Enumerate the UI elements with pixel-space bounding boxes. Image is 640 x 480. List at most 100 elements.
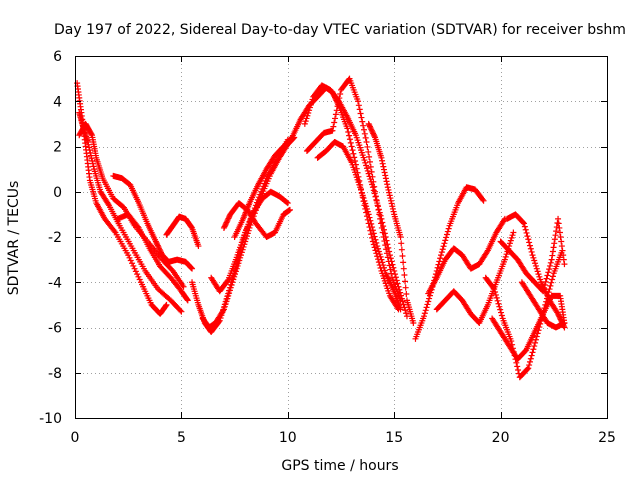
data-point bbox=[480, 197, 487, 204]
data-point bbox=[528, 248, 535, 255]
data-point bbox=[532, 260, 539, 267]
data-point bbox=[366, 122, 373, 129]
data-point bbox=[302, 118, 309, 125]
data-point bbox=[220, 306, 227, 313]
data-point bbox=[491, 286, 498, 293]
data-point bbox=[402, 284, 409, 291]
data-point bbox=[510, 229, 517, 236]
data-point bbox=[366, 158, 373, 165]
data-point bbox=[382, 242, 389, 249]
data-point bbox=[410, 319, 417, 326]
data-point bbox=[555, 215, 562, 222]
data-point bbox=[502, 253, 509, 260]
data-point bbox=[154, 242, 161, 249]
data-point bbox=[529, 349, 536, 356]
data-point bbox=[369, 227, 376, 234]
data-point bbox=[360, 126, 367, 133]
data-point bbox=[526, 358, 533, 365]
data-point bbox=[438, 249, 445, 256]
data-point bbox=[373, 239, 380, 246]
data-point bbox=[369, 129, 376, 136]
data-point bbox=[514, 363, 521, 370]
data-point bbox=[378, 220, 385, 227]
data-point bbox=[334, 103, 341, 110]
data-point bbox=[402, 278, 409, 285]
y-tick-label: 6 bbox=[53, 49, 62, 65]
data-point bbox=[545, 269, 552, 276]
series-sat-11 bbox=[231, 134, 296, 240]
data-point bbox=[231, 273, 238, 280]
data-point bbox=[127, 257, 134, 264]
data-point bbox=[134, 271, 141, 278]
data-point bbox=[556, 224, 563, 231]
data-point bbox=[369, 173, 376, 180]
data-point bbox=[389, 261, 396, 268]
series-sat-22 bbox=[497, 215, 568, 295]
ticks: 0 5 10 15 20 25 -10 -8 -6 -4 -2 0 2 4 6 bbox=[39, 49, 616, 446]
data-point bbox=[528, 352, 535, 359]
data-point bbox=[227, 284, 234, 291]
data-point bbox=[555, 220, 562, 227]
data-point bbox=[380, 163, 387, 170]
data-point bbox=[556, 313, 563, 320]
data-point bbox=[546, 286, 553, 293]
data-point bbox=[532, 262, 539, 269]
data-point bbox=[421, 310, 428, 317]
data-point bbox=[527, 245, 534, 252]
data-point bbox=[399, 253, 406, 260]
data-point bbox=[531, 343, 538, 350]
data-point bbox=[555, 312, 562, 319]
series-sat-19 bbox=[433, 229, 517, 326]
data-point bbox=[400, 259, 407, 266]
data-point bbox=[184, 296, 191, 303]
data-point bbox=[420, 313, 427, 320]
data-point bbox=[333, 107, 340, 114]
data-point bbox=[537, 276, 544, 283]
data-point bbox=[508, 234, 515, 241]
data-point bbox=[389, 203, 396, 210]
data-point bbox=[236, 257, 243, 264]
data-point bbox=[225, 215, 232, 222]
data-point bbox=[369, 224, 376, 231]
data-point bbox=[440, 243, 447, 250]
data-point bbox=[560, 252, 567, 259]
data-point bbox=[230, 276, 237, 283]
data-point bbox=[548, 279, 555, 286]
data-point bbox=[306, 107, 313, 114]
x-tick-label: 15 bbox=[385, 430, 403, 446]
data-point bbox=[155, 243, 162, 250]
data-point bbox=[381, 267, 388, 274]
data-point bbox=[152, 238, 159, 245]
data-point bbox=[379, 157, 386, 164]
data-point bbox=[387, 255, 394, 262]
data-point bbox=[400, 265, 407, 272]
data-point bbox=[358, 186, 365, 193]
data-point bbox=[363, 203, 370, 210]
data-point bbox=[532, 339, 539, 346]
data-point bbox=[384, 254, 391, 261]
data-point bbox=[549, 248, 556, 255]
data-point bbox=[221, 303, 228, 310]
grid bbox=[75, 56, 607, 418]
data-point bbox=[371, 183, 378, 190]
data-point bbox=[361, 130, 368, 137]
data-point bbox=[525, 365, 532, 372]
data-point bbox=[224, 218, 231, 225]
data-point bbox=[530, 254, 537, 261]
data-point bbox=[224, 295, 231, 302]
data-point bbox=[90, 163, 97, 170]
data-point bbox=[403, 291, 410, 298]
data-point bbox=[367, 217, 374, 224]
data-point bbox=[330, 123, 337, 130]
data-point bbox=[522, 226, 529, 233]
data-point bbox=[228, 281, 235, 288]
data-point bbox=[558, 238, 565, 245]
data-point bbox=[226, 290, 233, 297]
data-point bbox=[362, 134, 369, 141]
data-point bbox=[359, 192, 366, 199]
data-point bbox=[561, 261, 568, 268]
data-point bbox=[358, 114, 365, 121]
data-point bbox=[226, 287, 233, 294]
data-point bbox=[501, 217, 508, 224]
data-point bbox=[351, 154, 358, 161]
